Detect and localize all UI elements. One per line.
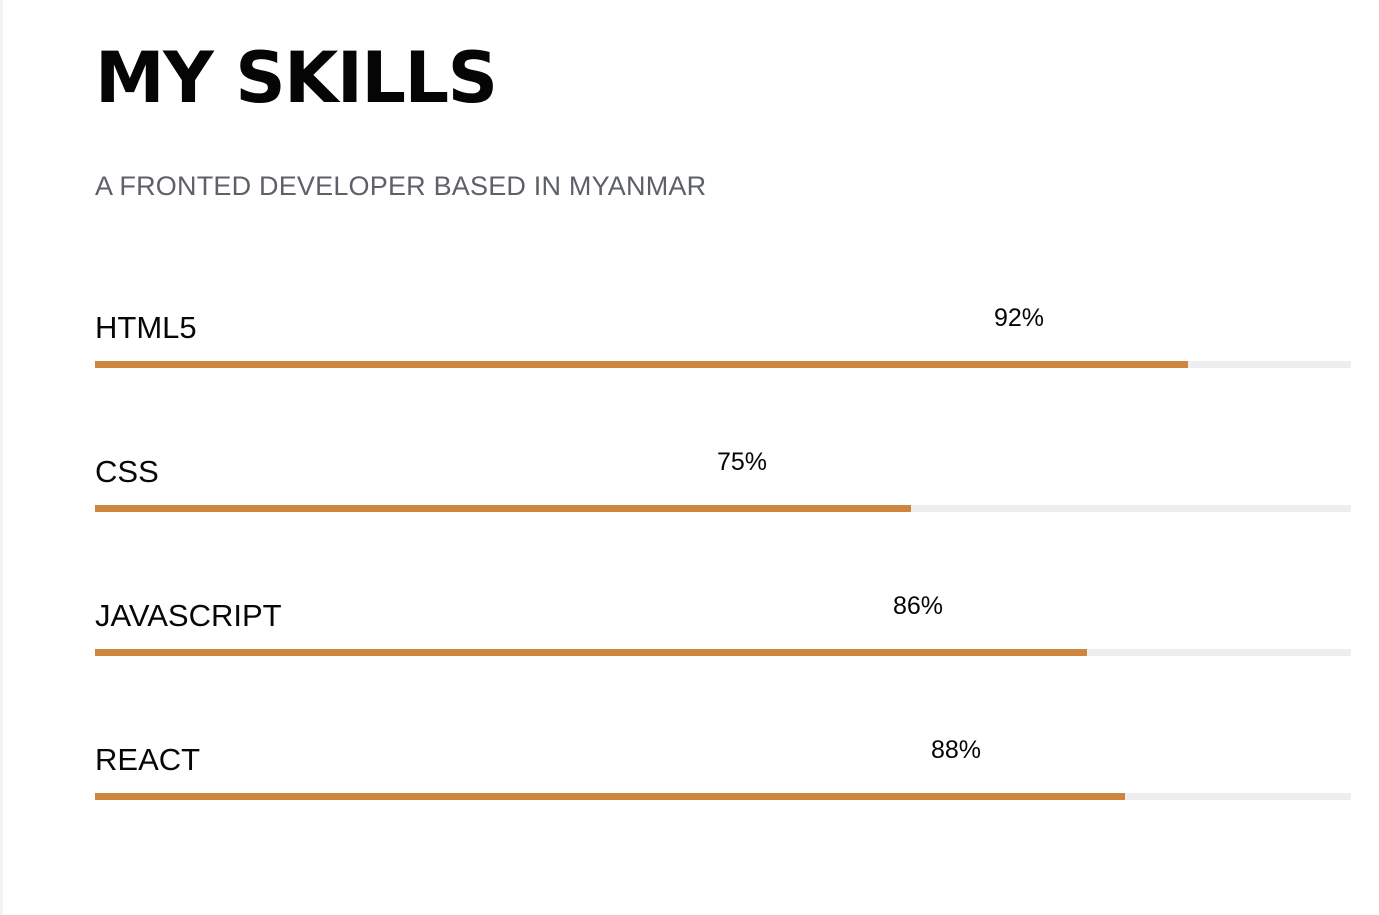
skill-css: CSS 75%	[95, 448, 1351, 544]
progress-track	[95, 793, 1351, 800]
page-subtitle: A FRONTED DEVELOPER BASED IN MYANMAR	[95, 171, 707, 201]
skill-percent: 86%	[892, 592, 944, 620]
progress-fill	[95, 361, 1188, 368]
skill-label: REACT	[95, 742, 201, 777]
skill-javascript: JAVASCRIPT 86%	[95, 592, 1351, 688]
skill-html5: HTML5 92%	[95, 304, 1351, 400]
skill-label: JAVASCRIPT	[95, 598, 282, 633]
progress-track	[95, 505, 1351, 512]
skill-percent: 92%	[993, 304, 1045, 332]
progress-fill	[95, 505, 911, 512]
skill-percent: 88%	[930, 736, 982, 764]
progress-fill	[95, 649, 1087, 656]
page-left-edge	[0, 0, 3, 915]
progress-fill	[95, 793, 1125, 800]
page-title: MY SKILLS	[95, 37, 498, 119]
progress-track	[95, 361, 1351, 368]
skill-percent: 75%	[716, 448, 768, 476]
skill-label: CSS	[95, 454, 159, 489]
progress-track	[95, 649, 1351, 656]
skills-section: MY SKILLS A FRONTED DEVELOPER BASED IN M…	[95, 0, 1351, 915]
skill-react: REACT 88%	[95, 736, 1351, 832]
skill-label: HTML5	[95, 310, 197, 345]
